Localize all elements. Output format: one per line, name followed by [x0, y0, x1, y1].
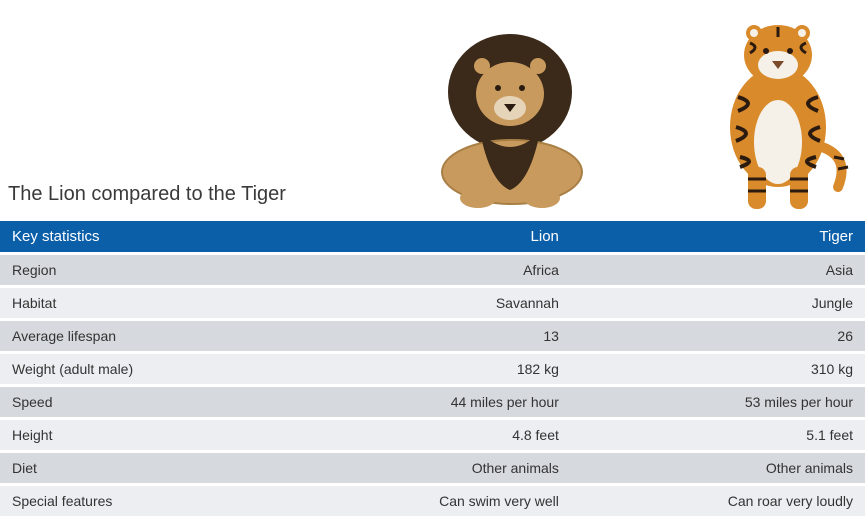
cell-tiger: 310 kg	[571, 354, 865, 384]
cell-tiger: Can roar very loudly	[571, 486, 865, 516]
table-row: Weight (adult male) 182 kg 310 kg	[0, 354, 865, 384]
cell-lion: 182 kg	[277, 354, 571, 384]
table-row: Height 4.8 feet 5.1 feet	[0, 420, 865, 450]
table-row: Diet Other animals Other animals	[0, 453, 865, 483]
cell-tiger: Asia	[571, 255, 865, 285]
cell-lion: Africa	[277, 255, 571, 285]
table-header-row: Key statistics Lion Tiger	[0, 221, 865, 252]
tiger-image	[700, 7, 850, 212]
table-row: Average lifespan 13 26	[0, 321, 865, 351]
table-row: Special features Can swim very well Can …	[0, 486, 865, 516]
header-tiger: Tiger	[571, 221, 865, 252]
header-region: The Lion compared to the Tiger	[0, 0, 865, 218]
cell-stat: Habitat	[0, 288, 277, 318]
cell-tiger: 26	[571, 321, 865, 351]
cell-stat: Diet	[0, 453, 277, 483]
cell-lion: 44 miles per hour	[277, 387, 571, 417]
page-title: The Lion compared to the Tiger	[8, 183, 286, 206]
cell-tiger: 53 miles per hour	[571, 387, 865, 417]
cell-lion: Savannah	[277, 288, 571, 318]
cell-lion: 4.8 feet	[277, 420, 571, 450]
cell-stat: Speed	[0, 387, 277, 417]
cell-tiger: 5.1 feet	[571, 420, 865, 450]
table-row: Region Africa Asia	[0, 255, 865, 285]
cell-lion: 13	[277, 321, 571, 351]
header-key-statistics: Key statistics	[0, 221, 277, 252]
comparison-table: Key statistics Lion Tiger Region Africa …	[0, 218, 865, 519]
cell-lion: Can swim very well	[277, 486, 571, 516]
cell-stat: Region	[0, 255, 277, 285]
cell-stat: Weight (adult male)	[0, 354, 277, 384]
table-row: Habitat Savannah Jungle	[0, 288, 865, 318]
header-lion: Lion	[277, 221, 571, 252]
table-row: Speed 44 miles per hour 53 miles per hou…	[0, 387, 865, 417]
lion-image	[420, 22, 600, 212]
cell-stat: Height	[0, 420, 277, 450]
cell-stat: Average lifespan	[0, 321, 277, 351]
cell-lion: Other animals	[277, 453, 571, 483]
cell-tiger: Other animals	[571, 453, 865, 483]
cell-stat: Special features	[0, 486, 277, 516]
cell-tiger: Jungle	[571, 288, 865, 318]
